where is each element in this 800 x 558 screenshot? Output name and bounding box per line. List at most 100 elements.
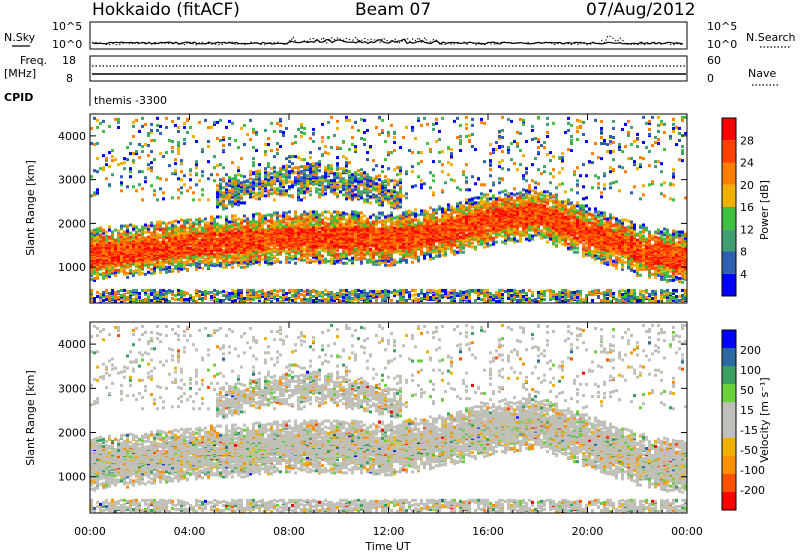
power-cell — [108, 273, 111, 276]
power-cell — [321, 123, 324, 126]
power-cell — [321, 291, 324, 294]
power-cell — [216, 215, 219, 218]
power-cell — [357, 211, 360, 214]
power-cell — [297, 289, 300, 292]
power-cell — [327, 182, 330, 185]
power-cell — [255, 131, 258, 134]
power-cell — [240, 218, 243, 221]
power-cell — [294, 294, 297, 297]
power-cell — [105, 235, 108, 238]
power-cell — [264, 129, 267, 132]
power-cell — [327, 241, 330, 244]
power-cell — [300, 135, 303, 138]
power-cell — [138, 143, 141, 146]
power-cell — [252, 217, 255, 220]
power-cell — [315, 249, 318, 252]
power-cell — [336, 216, 339, 219]
power-cell — [216, 205, 219, 208]
power-cell — [327, 179, 330, 182]
power-cell — [369, 189, 372, 192]
power-cell — [156, 228, 159, 231]
power-cell — [219, 163, 222, 166]
power-cell — [231, 190, 234, 193]
power-cell — [294, 166, 297, 169]
power-cell — [216, 261, 219, 264]
power-cell — [384, 158, 387, 161]
power-cell — [249, 181, 252, 184]
power-cell — [390, 258, 393, 261]
power-cell — [375, 194, 378, 197]
power-cell — [354, 171, 357, 174]
power-cell — [204, 226, 207, 229]
power-cell — [147, 271, 150, 274]
power-cell — [219, 291, 222, 294]
power-cell — [303, 290, 306, 293]
power-cell — [279, 214, 282, 217]
power-cell — [378, 183, 381, 186]
power-cell — [96, 191, 99, 194]
power-cell — [132, 121, 135, 124]
power-cell — [336, 172, 339, 175]
power-cell — [276, 122, 279, 125]
power-cell — [159, 234, 162, 237]
power-cell — [207, 126, 210, 129]
power-cell — [309, 187, 312, 190]
power-cell — [225, 126, 228, 129]
power-cell — [306, 261, 309, 264]
power-cell — [177, 144, 180, 147]
power-cell — [213, 224, 216, 227]
power-cell — [318, 251, 321, 254]
power-cell — [147, 236, 150, 239]
power-cell — [273, 221, 276, 224]
power-cell — [294, 180, 297, 183]
power-cell — [216, 298, 219, 301]
power-cell — [243, 297, 246, 300]
power-cell — [288, 165, 291, 168]
power-cell — [255, 212, 258, 215]
power-cell — [237, 146, 240, 149]
power-cell — [378, 221, 381, 224]
power-cell — [381, 170, 384, 173]
power-cell — [171, 150, 174, 153]
power-cell — [99, 273, 102, 276]
power-cell — [210, 295, 213, 298]
power-cell — [345, 157, 348, 160]
power-cell — [375, 215, 378, 218]
power-cell — [276, 294, 279, 297]
power-cell — [234, 196, 237, 199]
power-cell — [174, 225, 177, 228]
power-cell — [249, 138, 252, 141]
power-cell — [381, 186, 384, 189]
power-cell — [102, 120, 105, 123]
power-cell — [390, 201, 393, 204]
power-cell — [135, 289, 138, 292]
power-cell — [249, 170, 252, 173]
power-cell — [357, 169, 360, 172]
power-cell — [204, 217, 207, 220]
power-cell — [321, 227, 324, 230]
power-cell — [126, 296, 129, 299]
power-cell — [168, 266, 171, 269]
power-cell — [273, 289, 276, 292]
power-cell — [336, 296, 339, 299]
power-cell — [231, 223, 234, 226]
power-cell — [276, 216, 279, 219]
power-cell — [336, 220, 339, 223]
power-cell — [216, 238, 219, 241]
power-cell — [339, 172, 342, 175]
power-cell — [117, 243, 120, 246]
power-cell — [393, 179, 396, 182]
power-cell — [276, 298, 279, 301]
power-cell — [213, 217, 216, 220]
power-cell — [318, 169, 321, 172]
power-cell — [195, 228, 198, 231]
power-cell — [351, 290, 354, 293]
power-cell — [231, 182, 234, 185]
power-cell — [186, 118, 189, 121]
power-cell — [225, 204, 228, 207]
power-cell — [261, 258, 264, 261]
power-cell — [327, 231, 330, 234]
power-cell — [303, 217, 306, 220]
power-cell — [372, 290, 375, 293]
power-cell — [243, 220, 246, 223]
